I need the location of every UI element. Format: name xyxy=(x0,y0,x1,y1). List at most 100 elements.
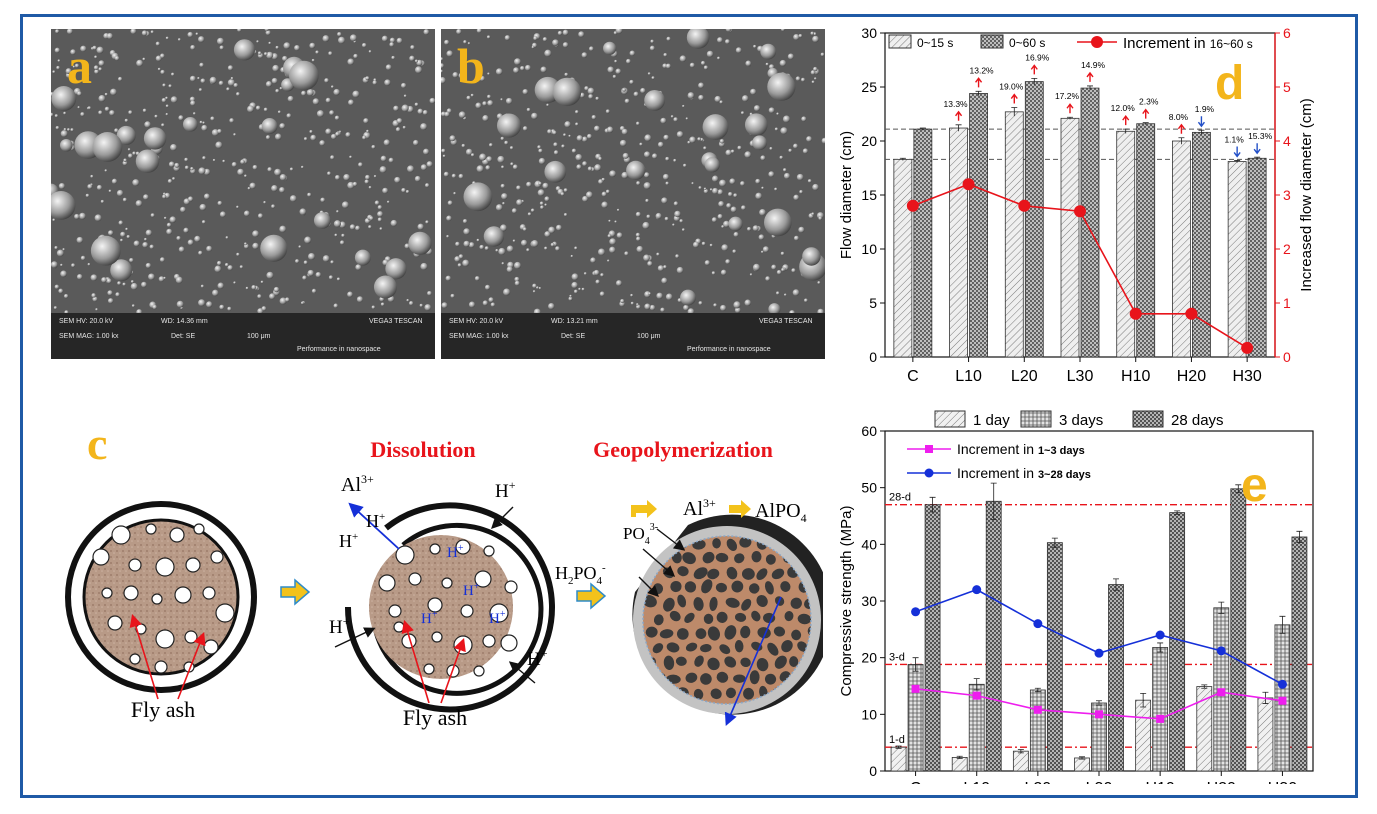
sem-particle xyxy=(106,33,113,40)
sem-particle xyxy=(609,246,616,254)
sem-particle xyxy=(540,66,547,73)
sem-particle xyxy=(563,133,567,137)
y-tick-label: 15 xyxy=(861,187,877,203)
x-tick-label: L20 xyxy=(1025,780,1052,784)
sem-sphere xyxy=(644,90,666,111)
sem-particle xyxy=(452,72,459,78)
sem-particle xyxy=(198,167,206,175)
sem-particle xyxy=(783,168,787,172)
sem-particle xyxy=(555,246,560,251)
sem-particle xyxy=(165,104,169,108)
h-ion-label-2: H+ xyxy=(366,511,385,531)
sem-particle xyxy=(616,232,623,239)
sem-det-b: Det: SE xyxy=(561,333,586,340)
change-label: 13.3% xyxy=(944,99,969,109)
sem-particle xyxy=(791,268,796,273)
sem-particle xyxy=(498,247,506,256)
sem-particle xyxy=(72,65,76,68)
sem-particle xyxy=(643,182,651,190)
sem-particle xyxy=(414,59,418,63)
schematic-sphere xyxy=(185,557,201,573)
sem-particle xyxy=(441,57,444,61)
sem-particle xyxy=(666,36,671,41)
schematic-sphere xyxy=(388,604,402,618)
h-ion-label-9: H+ xyxy=(527,646,548,670)
sem-particle xyxy=(404,243,410,249)
x-tick-label: H20 xyxy=(1207,780,1236,784)
sem-particle xyxy=(723,220,730,228)
bar xyxy=(893,158,913,358)
sem-particle xyxy=(328,275,333,280)
sem-particle xyxy=(717,56,721,60)
pore xyxy=(693,688,704,700)
sem-particle xyxy=(458,72,465,79)
panel-letter-e: e xyxy=(1241,459,1268,512)
panel-letter-a: a xyxy=(67,38,92,94)
sem-particle xyxy=(203,193,210,200)
error-bar xyxy=(1087,85,1093,91)
sem-particle xyxy=(85,193,90,198)
alpo-arrow-2 xyxy=(729,500,751,518)
h-ion-label-7: H+ xyxy=(489,609,506,627)
sem-particle xyxy=(287,95,294,102)
sem-particle xyxy=(512,239,516,243)
sem-particle xyxy=(594,164,602,172)
sem-particle xyxy=(511,208,517,214)
sem-particle xyxy=(793,143,798,149)
sem-particle xyxy=(706,50,714,58)
sem-particle xyxy=(427,290,432,296)
sem-particle xyxy=(468,301,476,308)
sem-particle xyxy=(570,254,574,258)
schematic-sphere xyxy=(408,572,422,586)
y-axis-label: Compressive strength (MPa) xyxy=(838,506,855,697)
sem-particle xyxy=(347,291,353,298)
sem-particle xyxy=(368,225,372,229)
sem-particle xyxy=(80,45,87,52)
sem-info-bar-b: SEM HV: 20.0 kV WD: 13.21 mm VEGA3 TESCA… xyxy=(441,313,825,359)
legend-label: 28 days xyxy=(1171,412,1224,429)
bar xyxy=(913,128,933,358)
sem-particle xyxy=(198,36,205,43)
schematic-sphere xyxy=(378,574,396,592)
panel-letter-d: d xyxy=(1215,57,1244,110)
bar xyxy=(890,746,907,772)
legend-swatch-0-60s xyxy=(980,34,1004,49)
sem-particle xyxy=(779,155,784,160)
sem-particle xyxy=(606,126,614,133)
pore xyxy=(701,579,713,594)
sem-particle xyxy=(316,110,325,118)
sem-particle xyxy=(636,121,640,126)
sem-particle xyxy=(740,111,745,115)
sem-particle xyxy=(352,90,360,98)
sem-particle xyxy=(136,59,144,67)
y-tick-label: 20 xyxy=(861,650,877,666)
sem-particle xyxy=(92,296,98,302)
sem-particle xyxy=(482,101,487,106)
sem-particle xyxy=(479,75,485,82)
sem-sphere xyxy=(59,138,73,152)
sem-particle xyxy=(663,52,668,57)
sem-particle xyxy=(683,163,687,168)
sem-particle xyxy=(500,183,505,189)
sem-particle xyxy=(591,115,597,120)
pore xyxy=(695,628,707,639)
legend-label-0-60s: 0~60 s xyxy=(1009,36,1045,50)
schematic-sphere xyxy=(482,634,496,648)
sem-particle xyxy=(578,31,585,38)
sem-particle xyxy=(389,42,395,47)
sem-particle xyxy=(148,273,155,281)
sem-particle xyxy=(216,37,224,45)
sem-particle xyxy=(615,29,623,34)
bar xyxy=(1074,757,1090,772)
sem-particle xyxy=(311,58,315,62)
sem-particle xyxy=(252,230,259,238)
sem-brand-a: VEGA3 TESCAN xyxy=(369,318,423,325)
sem-particle xyxy=(750,88,757,95)
legend-swatch xyxy=(1132,410,1164,428)
sem-particle xyxy=(444,111,450,117)
sem-particle xyxy=(735,47,742,54)
schematic-sphere xyxy=(431,631,443,643)
sem-particle xyxy=(768,107,775,114)
sem-particle xyxy=(202,121,205,125)
sem-particle xyxy=(70,128,74,132)
